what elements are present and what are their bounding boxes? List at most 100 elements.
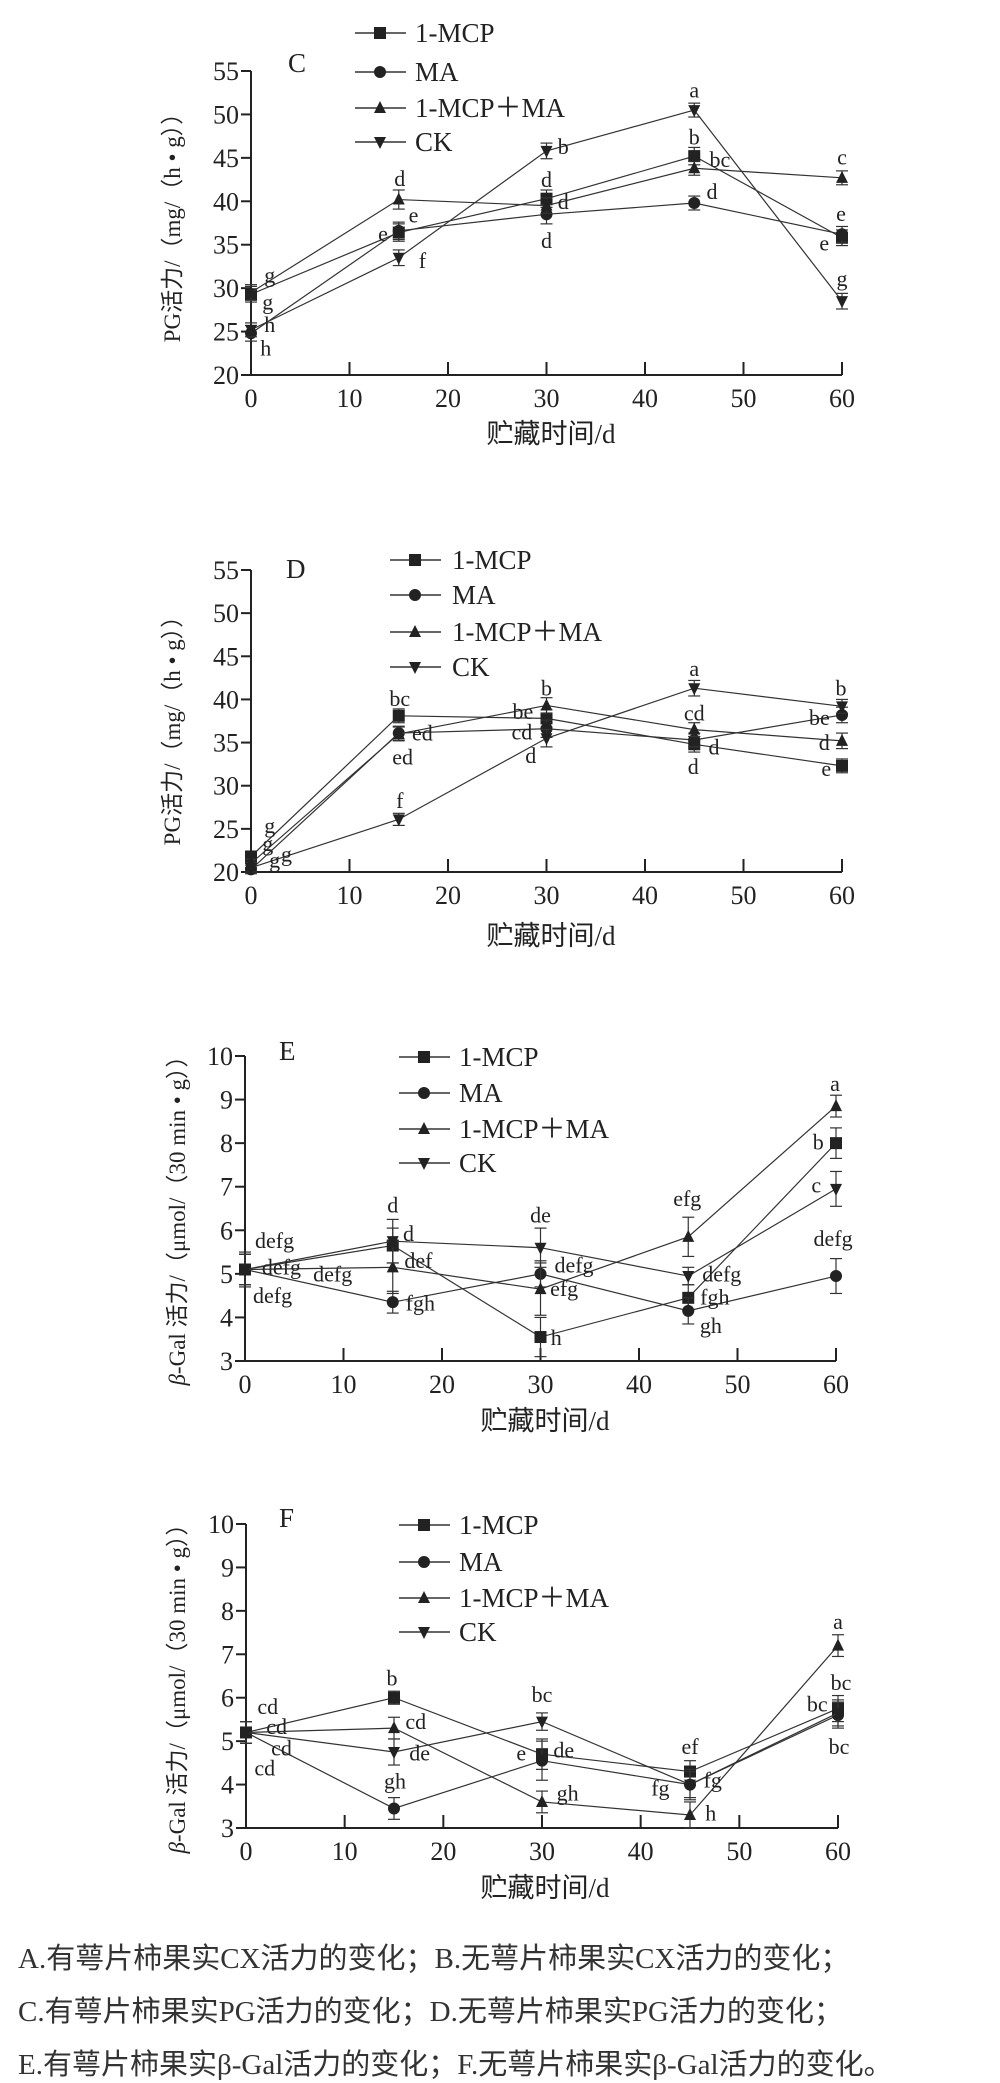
legend-marker [409,662,421,674]
significance-letter: gh [384,1769,406,1794]
data-point [534,1282,547,1295]
significance-letter: d [708,734,719,759]
data-point [536,1716,548,1729]
panel-label: D [286,554,306,584]
x-tick-label: 50 [731,384,757,413]
y-tick-label: 3 [220,1347,233,1376]
y-tick-label: 55 [213,556,239,585]
significance-letter: bc [532,1682,553,1707]
x-tick-label: 30 [528,1370,554,1399]
significance-letter: d [403,1221,414,1246]
legend-label: CK [415,127,453,157]
y-tick-label: 20 [213,361,239,390]
y-tick-label: 30 [213,274,239,303]
significance-letter: e [819,230,829,255]
data-point [540,698,553,711]
significance-letter: ef [681,1734,699,1759]
legend-marker [374,66,386,78]
data-point [688,722,701,735]
y-axis-label-symbol: β [165,1374,190,1387]
legend-label: 1-MCP＋MA [452,617,603,647]
data-point [832,1638,844,1651]
series-triangle-down [240,1699,844,1801]
y-axis-label: PG活力/（mg/（h • g）） [160,102,185,343]
data-point [388,1802,400,1815]
legend-label: MA [459,1078,503,1108]
significance-letter: a [830,1071,840,1096]
x-tick-label: 30 [534,384,560,413]
x-tick-label: 20 [435,384,461,413]
chart-panel-d: 0 10 20 30 40 50 60 20 25 30 35 40 45 50 55 贮藏时间/d PG活力/… [160,545,855,951]
legend-marker [409,554,421,566]
y-tick-label: 40 [213,685,239,714]
data-point [534,1331,547,1344]
panel-label: F [279,1503,294,1533]
data-point [836,701,848,714]
data-point [836,170,848,183]
significance-letter: c [837,144,847,169]
y-axis-label: PG活力/（mg/（h • g）） [160,605,185,846]
significance-letter: e [516,1740,526,1765]
y-tick-label: 4 [221,1771,234,1800]
significance-letter: cd [511,720,532,745]
significance-letter: bc [389,686,410,711]
y-tick-label: 45 [213,144,239,173]
data-point [688,105,701,118]
x-tick-label: 50 [726,1837,752,1866]
significance-letter: f [419,248,427,273]
x-tick-label: 60 [825,1837,851,1866]
significance-letter: g [264,813,275,838]
data-point [540,733,553,746]
data-point [836,759,848,772]
series-triangle-up [240,1634,844,1829]
y-tick-label: 30 [213,772,239,801]
y-tick-label: 8 [221,1597,234,1626]
significance-letter: b [541,676,552,701]
legend-label: 1-MCP [452,545,532,575]
y-tick-label: 7 [220,1173,233,1202]
legend-marker [418,1627,430,1639]
legend-label: 1-MCP [459,1042,539,1072]
significance-letter: de [409,1740,430,1765]
x-tick-label: 10 [337,384,363,413]
legend-marker [418,1158,430,1170]
x-axis-label: 贮藏时间/d [486,419,616,449]
y-tick-label: 35 [213,231,239,260]
y-tick-label: 6 [220,1216,233,1245]
y-tick-label: 50 [213,100,239,129]
significance-letter: fgh [700,1284,729,1309]
data-point [832,1707,844,1720]
y-axis-label: β-Gal 活力/（μmol/（30 min • g）） [165,1044,190,1386]
significance-letter: d [688,754,699,779]
x-tick-label: 60 [823,1370,849,1399]
significance-letter: defg [255,1228,294,1253]
y-tick-label: 5 [220,1260,233,1289]
significance-letter: fgh [406,1291,435,1316]
data-point [386,1236,399,1249]
y-axis-label-symbol: β [165,1842,190,1855]
significance-letter: de [530,1203,551,1228]
legend-marker [418,1591,430,1603]
significance-letter: cd [405,1709,426,1734]
chart-panel-e: 0 10 20 30 40 50 60 3 4 5 6 7 8 9 10 贮藏时间/d β-Gal 活力/（μm… [165,1036,853,1436]
significance-letter: defg [702,1261,741,1286]
y-tick-label: 25 [213,815,239,844]
x-tick-label: 50 [725,1370,751,1399]
y-tick-label: 9 [221,1553,234,1582]
data-point [392,709,405,722]
significance-letter: bc [831,1670,852,1695]
significance-letter: efg [550,1276,578,1301]
y-tick-label: 3 [221,1814,234,1843]
significance-letter: e [378,221,388,246]
data-point [245,862,257,875]
significance-letter: a [833,1609,843,1634]
data-point [245,285,257,298]
significance-letter: gh [557,1780,579,1805]
y-tick-label: 4 [220,1303,233,1332]
legend-marker [374,137,386,149]
significance-letter: b [836,676,847,701]
data-point [540,198,553,211]
data-point [836,733,848,746]
legend-label: 1-MCP [459,1510,539,1540]
